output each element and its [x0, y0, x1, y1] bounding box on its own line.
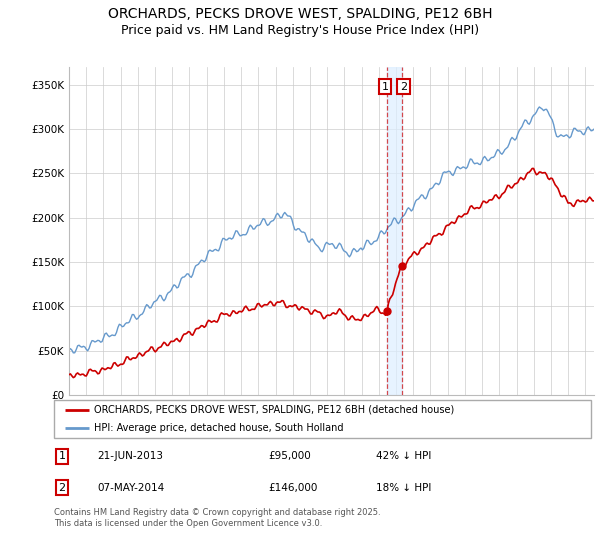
Text: HPI: Average price, detached house, South Holland: HPI: Average price, detached house, Sout…	[94, 423, 344, 433]
Text: £95,000: £95,000	[269, 451, 311, 461]
Text: Contains HM Land Registry data © Crown copyright and database right 2025.
This d: Contains HM Land Registry data © Crown c…	[54, 508, 380, 528]
Text: 2: 2	[400, 82, 407, 92]
Text: 1: 1	[382, 82, 389, 92]
Text: Price paid vs. HM Land Registry's House Price Index (HPI): Price paid vs. HM Land Registry's House …	[121, 24, 479, 36]
Bar	[387, 67, 402, 395]
Text: ORCHARDS, PECKS DROVE WEST, SPALDING, PE12 6BH: ORCHARDS, PECKS DROVE WEST, SPALDING, PE…	[108, 7, 492, 21]
Text: 18% ↓ HPI: 18% ↓ HPI	[376, 483, 431, 493]
Text: £146,000: £146,000	[269, 483, 318, 493]
Text: 2: 2	[58, 483, 65, 493]
Text: 42% ↓ HPI: 42% ↓ HPI	[376, 451, 431, 461]
Text: 21-JUN-2013: 21-JUN-2013	[97, 451, 163, 461]
Text: 1: 1	[59, 451, 65, 461]
Text: ORCHARDS, PECKS DROVE WEST, SPALDING, PE12 6BH (detached house): ORCHARDS, PECKS DROVE WEST, SPALDING, PE…	[94, 405, 455, 415]
Text: 07-MAY-2014: 07-MAY-2014	[97, 483, 164, 493]
